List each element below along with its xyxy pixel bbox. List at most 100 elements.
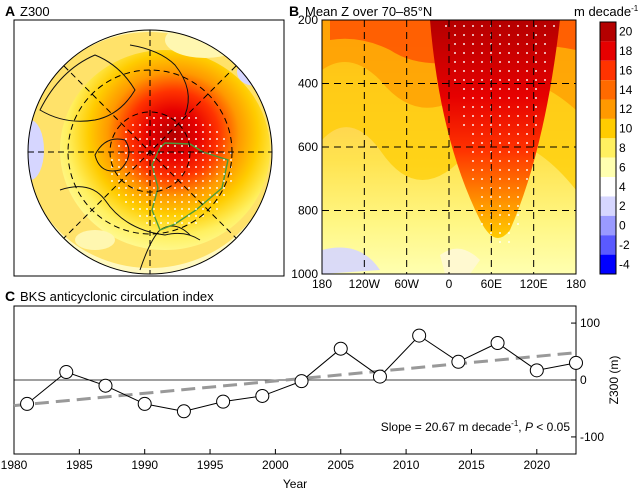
significance-dot [472,160,474,162]
significance-dot [125,159,127,161]
significance-dot [167,124,169,126]
significance-dot [167,201,169,203]
colorbar: -4 -2 0 2 4 6 8 10 12 14 16 18 20 [599,21,633,275]
significance-dot [118,145,120,147]
colorbar-tick-label: 16 [619,63,633,77]
significance-dot [209,166,211,168]
significance-dot [174,138,176,140]
significance-dot [499,115,501,117]
significance-dot [472,133,474,135]
significance-dot [508,178,510,180]
significance-dot [517,205,519,207]
significance-dot [526,124,528,126]
x-tick-label: 2020 [523,458,550,472]
significance-dot [167,208,169,210]
significance-dot [160,131,162,133]
significance-dot [195,173,197,175]
significance-dot [132,180,134,182]
significance-dot [188,187,190,189]
colorbar-tick-label: 18 [619,44,633,58]
significance-dot [508,196,510,198]
significance-dot [209,194,211,196]
significance-dot [181,124,183,126]
panel-b-title: Mean Z over 70–85°N [305,4,432,19]
significance-dot [517,97,519,99]
significance-dot [153,117,155,119]
significance-dot [188,131,190,133]
colorbar-frame [599,21,617,275]
significance-dot [195,215,197,217]
significance-dot [153,131,155,133]
significance-dot [463,79,465,81]
significance-dot [499,133,501,135]
y-tick-label: 100 [580,316,600,330]
significance-dot [188,180,190,182]
slope-annotation: Slope = 20.67 m decade-1, P < 0.05 [381,419,571,434]
significance-dot [517,79,519,81]
significance-dot [535,43,537,45]
significance-dot [139,180,141,182]
significance-dot [223,173,225,175]
significance-dot [535,34,537,36]
significance-dot [223,159,225,161]
significance-dot [223,180,225,182]
significance-dot [517,151,519,153]
panel-b-grid [322,20,576,274]
significance-dot [195,222,197,224]
significance-dot [499,187,501,189]
colorbar-swatch [600,80,616,100]
significance-dot [132,166,134,168]
data-point [412,328,427,343]
significance-dot [202,159,204,161]
significance-dot [125,201,127,203]
significance-dot [195,208,197,210]
significance-dot [160,124,162,126]
significance-dot [526,142,528,144]
significance-dot [139,159,141,161]
significance-dot [132,138,134,140]
colorbar-tick-label: 8 [619,141,626,155]
significance-dot [181,194,183,196]
panel-a-letter: A [5,3,15,19]
significance-dot [216,145,218,147]
significance-dot [472,79,474,81]
significance-dot [132,208,134,210]
significance-dot [463,70,465,72]
significance-dot [174,166,176,168]
significance-dot [535,52,537,54]
significance-dot [153,215,155,217]
significance-dot [517,25,519,27]
significance-dot [139,173,141,175]
significance-dot [517,169,519,171]
significance-dot [481,133,483,135]
significance-dot [153,145,155,147]
significance-dot [499,196,501,198]
significance-dot [188,159,190,161]
significance-dot [508,52,510,54]
significance-dot [181,117,183,119]
significance-dot [181,208,183,210]
significance-dot [508,97,510,99]
significance-dot [216,194,218,196]
y-tick-label: 0 [580,373,587,387]
significance-dot [472,34,474,36]
significance-dot [209,145,211,147]
significance-dot [463,124,465,126]
colorbar-swatch [600,22,616,42]
significance-dot [132,159,134,161]
x-tick-label: 1995 [197,458,224,472]
significance-dot [499,232,501,234]
significance-dot [508,106,510,108]
significance-dot [223,166,225,168]
significance-dot [146,145,148,147]
significance-dot [209,201,211,203]
significance-dot [490,88,492,90]
significance-dot [481,25,483,27]
colorbar-tick-label: -2 [619,238,630,252]
significance-dot [481,70,483,72]
significance-dot [544,79,546,81]
significance-dot [472,70,474,72]
x-tick-label: 0 [446,277,453,291]
significance-dot [139,124,141,126]
significance-dot [146,194,148,196]
